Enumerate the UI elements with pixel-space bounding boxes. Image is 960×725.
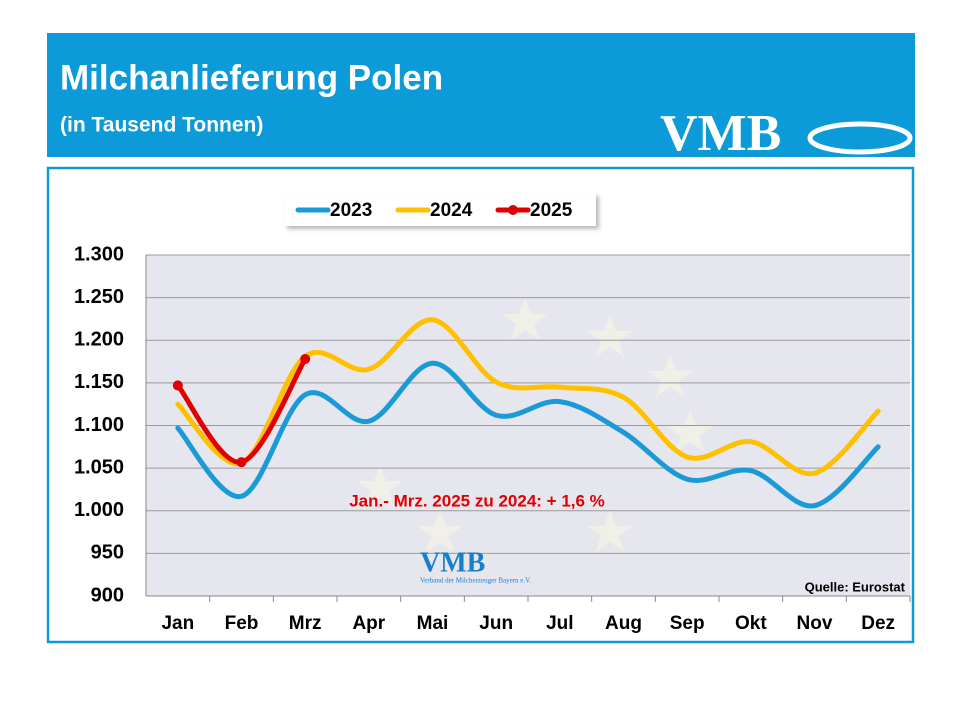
x-tick-label: Jun [479, 613, 513, 634]
legend-label: 2023 [330, 200, 372, 221]
legend-marker [508, 205, 518, 215]
x-tick-label: Nov [797, 613, 833, 634]
x-tick-label: Okt [735, 613, 767, 634]
series-line [175, 360, 881, 509]
y-tick-label: 1.300 [74, 243, 124, 265]
point [236, 457, 247, 468]
title: Milchanlieferung Polen [60, 58, 443, 97]
x-tick-label: Mrz [289, 613, 322, 634]
y-tick-label: 1.050 [74, 456, 124, 478]
x-tick-label: Feb [225, 613, 259, 634]
x-tick-label: Jan [161, 613, 194, 634]
legend-box [284, 193, 596, 226]
annotation: Jan.- Mrz. 2025 zu 2024: + 1,6 % [349, 491, 605, 510]
y-tick-label: 1.200 [74, 329, 124, 351]
x-tick-label: Aug [605, 613, 642, 634]
legend-label: 2025 [530, 200, 573, 221]
y-tick-label: 900 [91, 584, 124, 606]
x-tick-label: Mai [417, 613, 449, 634]
x-tick-label: Jul [546, 613, 573, 634]
x-tick-label: Dez [861, 613, 895, 634]
legend-label: 2024 [430, 200, 473, 221]
legend: 2023 2024 2025 [295, 200, 573, 221]
y-tick-label: 1.000 [74, 499, 124, 521]
lines [172, 317, 881, 509]
y-tick-label: 1.100 [74, 414, 124, 436]
point [172, 380, 183, 391]
watermark-logo: VMB [420, 547, 485, 578]
header-band [47, 33, 915, 157]
y-tick-label: 950 [91, 542, 124, 564]
header-logo: VMB [660, 105, 781, 162]
watermark-text: Verband der Milcherzeuger Bayern e.V. [420, 577, 531, 585]
x-tick-label: Sep [670, 613, 705, 634]
source: Quelle: Eurostat [805, 579, 906, 594]
subtitle: (in Tausend Tonnen) [60, 114, 263, 137]
series-line [175, 317, 881, 477]
eu-stars [357, 298, 713, 552]
logo-swoosh [807, 121, 913, 155]
x-tick-label: Apr [352, 613, 385, 634]
y-tick-label: 1.250 [74, 286, 124, 308]
y-tick-label: 1.150 [74, 371, 124, 393]
point [300, 354, 311, 365]
